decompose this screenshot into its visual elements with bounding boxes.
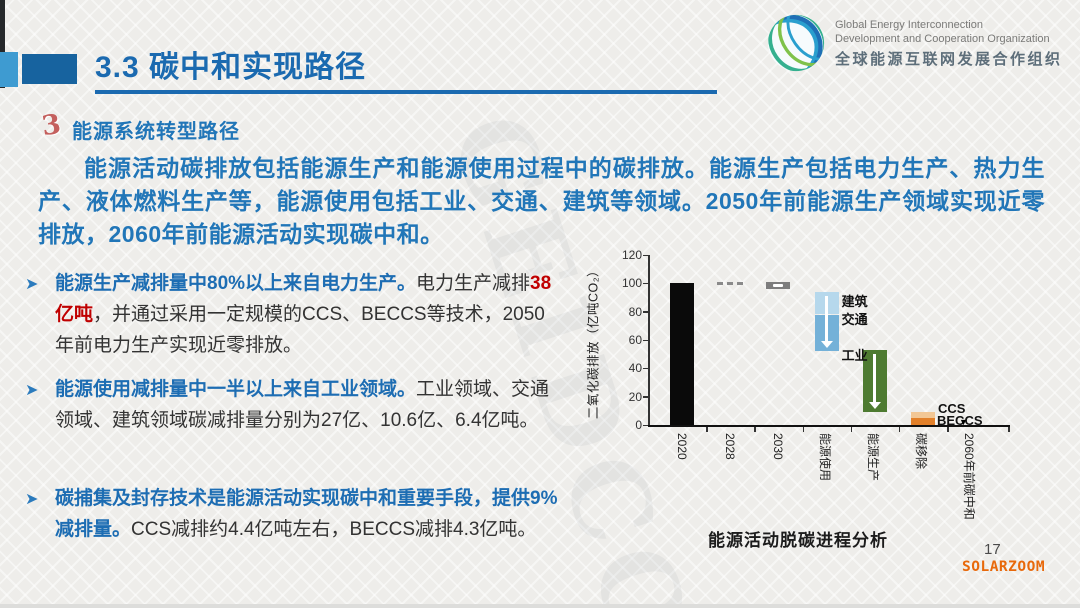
chart-y-axis-label: 二氧化碳排放（亿吨CO₂） — [586, 263, 601, 420]
y-tick-label: 120 — [621, 248, 642, 262]
bullet-item-2: ➤ 能源使用减排量中一半以上来自工业领域。工业领域、交通领域、建筑领域碳减排量分… — [25, 374, 560, 436]
bullet-body-run: 工业领域、交通领域、建筑领域碳减排量分别为27亿、10.6亿、6.4亿吨。 — [55, 379, 550, 431]
white-dash-marker — [773, 283, 784, 287]
bullet-item-1: ➤ 能源生产减排量中80%以上来自电力生产。电力生产减排38亿吨，并通过采用一定… — [25, 268, 560, 361]
x-tick-mark — [1008, 427, 1010, 432]
x-tick-mark — [706, 427, 708, 432]
y-tick-mark — [643, 254, 648, 256]
decarbonization-waterfall-chart: 二氧化碳排放（亿吨CO₂） 0 20 40 60 80 100 120 2020 2028 203… — [578, 243, 1026, 558]
bullet-lead: 碳捕集及封存技术是能源活动实现碳中和重要手段，提供9%减排量。 — [55, 488, 558, 540]
annotation-down-arrow-icon: ▼ — [959, 417, 968, 428]
y-tick-mark — [643, 367, 648, 370]
y-tick-label: 20 — [628, 389, 642, 404]
y-tick-mark — [643, 339, 648, 341]
x-tick-mark — [947, 427, 949, 432]
down-arrow-shaft — [825, 295, 829, 343]
frame-edge-strip — [0, 0, 5, 88]
x-tick-mark — [850, 427, 853, 432]
slide-title: 3.3 碳中和实现路径 — [95, 51, 367, 84]
x-tick-mark — [898, 427, 901, 432]
y-tick-mark — [643, 282, 648, 285]
y-tick-mark — [643, 396, 648, 398]
dashed-marker-2028 — [717, 282, 744, 286]
bar-碳移除 — [911, 411, 935, 419]
x-tick-mark — [802, 427, 804, 432]
bullet-body-run: ，并通过采用一定规模的CCS、BECCS等技术，2050年前电力生产实现近零排放… — [55, 304, 545, 356]
intro-paragraph: 能源活动碳排放包括能源生产和能源使用过程中的碳排放。能源生产包括电力生产、热力生… — [38, 155, 1045, 247]
solarzoom-watermark: SOLARZOOM — [962, 559, 1046, 575]
chart-title: 能源活动脱碳进程分析 — [708, 531, 888, 550]
bullet-text: 碳捕集及封存技术是能源活动实现碳中和重要手段，提供9%减排量。CCS减排约4.4… — [55, 483, 560, 545]
bullet-lead: 能源使用减排量中一半以上来自工业领域。 — [55, 379, 417, 400]
title-accent-square-light — [0, 52, 18, 87]
y-tick-label: 60 — [628, 333, 642, 347]
x-category-label: 2060年前碳中和 — [962, 433, 977, 520]
org-name-en-2: Development and Cooperation Organization — [835, 32, 1050, 45]
y-tick-mark — [643, 311, 648, 313]
down-arrow-head — [868, 402, 881, 410]
bullet-body-run: 电力生产减排 — [416, 273, 531, 294]
organization-name: Global Energy Interconnection Developmen… — [835, 18, 1063, 69]
x-category-label: 能源使用 — [817, 433, 832, 482]
bullet-lead: 能源生产减排量中80%以上来自电力生产。 — [55, 273, 417, 294]
x-category-label: 能源生产 — [865, 433, 880, 482]
chart-annotation-工业: 工业 — [841, 348, 868, 364]
down-arrow-head — [820, 341, 833, 349]
bullet-item-3: ➤ 碳捕集及封存技术是能源活动实现碳中和重要手段，提供9%减排量。CCS减排约4… — [25, 483, 560, 545]
y-axis-line — [648, 255, 650, 425]
bullet-text: 能源使用减排量中一半以上来自工业领域。工业领域、交通领域、建筑领域碳减排量分别为… — [55, 374, 560, 436]
chart-annotation-CCS: CCS — [938, 400, 966, 416]
bar-碳移除 — [911, 418, 935, 425]
y-tick-label: 100 — [621, 276, 642, 291]
down-arrow-shaft — [873, 353, 877, 404]
section-heading: 能源系统转型路径 — [72, 121, 240, 143]
title-underline — [95, 90, 717, 94]
x-axis-line — [648, 425, 1010, 427]
frame-bottom-line — [0, 604, 1080, 608]
bullet-body-run: CCS减排约4.4亿吨左右，BECCS减排4.3亿吨。 — [131, 519, 537, 540]
chart-annotation-交通: 交通 — [841, 312, 868, 328]
chart-annotation-建筑: 建筑 — [841, 293, 868, 309]
y-tick-label: 0 — [635, 418, 642, 432]
y-tick-label: 80 — [628, 304, 642, 319]
chart-annotation-BECCS: BECCS — [937, 413, 983, 429]
bullet-arrow-icon: ➤ — [25, 491, 39, 508]
globe-icon — [767, 14, 825, 72]
org-name-cn: 全球能源互联网发展合作组织 — [835, 50, 1063, 68]
org-name-en-1: Global Energy Interconnection — [835, 18, 983, 31]
x-tick-mark — [754, 427, 756, 432]
bullet-arrow-icon: ➤ — [25, 276, 39, 293]
bullet-text: 能源生产减排量中80%以上来自电力生产。电力生产减排38亿吨，并通过采用一定规模… — [55, 268, 560, 361]
title-accent-square-dark — [22, 54, 77, 84]
organization-logo: Global Energy Interconnection Developmen… — [765, 12, 1063, 74]
x-category-label: 2028 — [723, 433, 738, 460]
bullet-arrow-icon: ➤ — [25, 382, 39, 399]
bar-2020 — [670, 283, 694, 425]
bullet-body-run: 38亿吨 — [55, 273, 552, 325]
x-category-label: 2030 — [771, 433, 786, 460]
y-tick-mark — [643, 424, 648, 426]
section-number: 3 — [39, 108, 63, 143]
page-number: 17 — [984, 541, 1001, 558]
x-category-label: 碳移除 — [914, 433, 928, 470]
x-category-label: 2020 — [675, 433, 689, 460]
y-tick-label: 40 — [628, 361, 642, 376]
